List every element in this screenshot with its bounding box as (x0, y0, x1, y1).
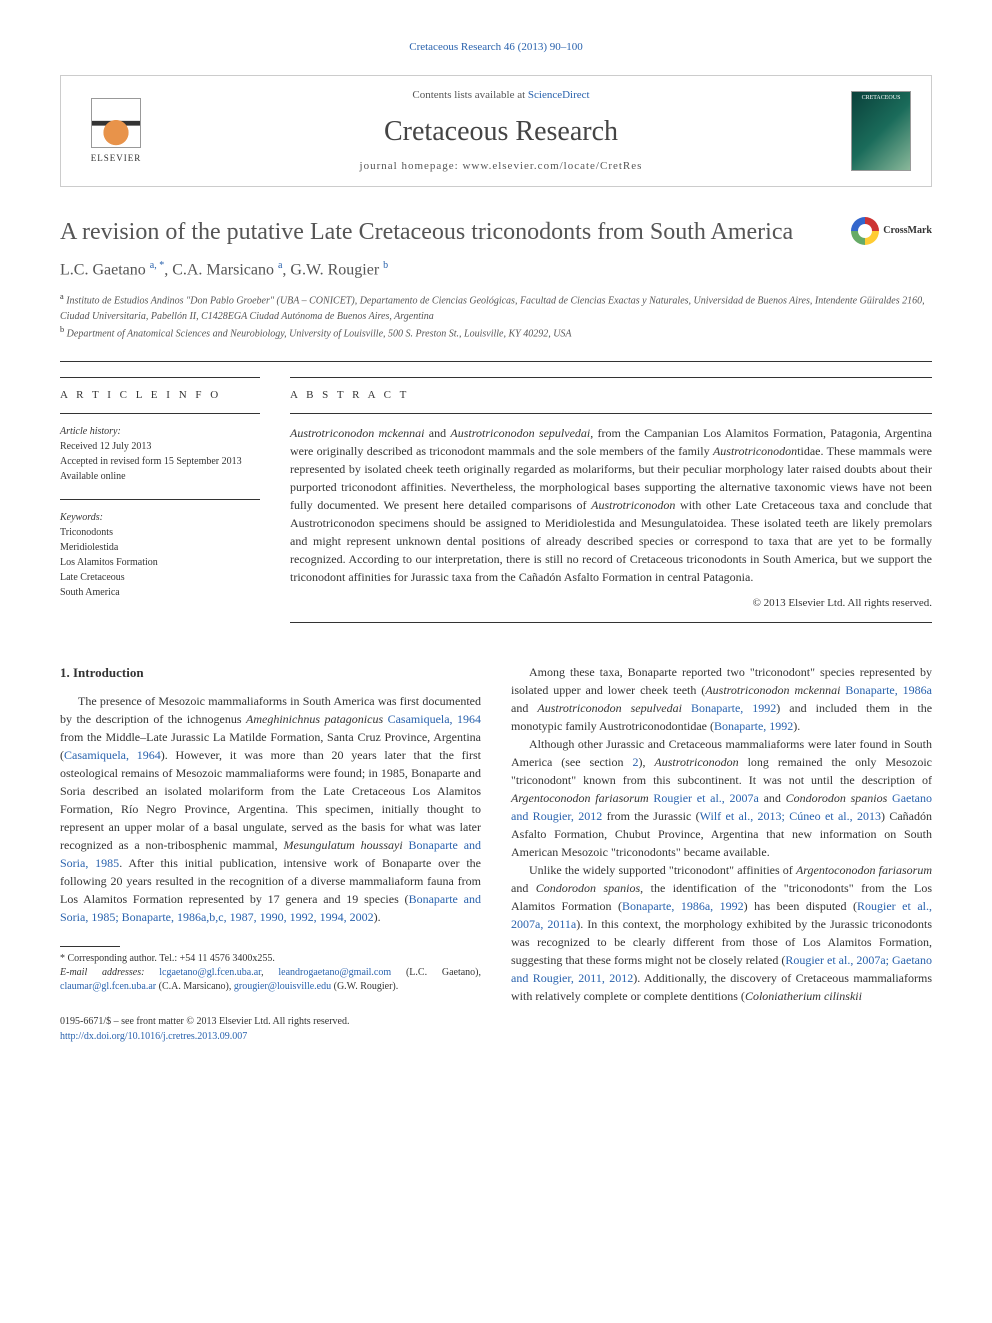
info-divider-1 (60, 377, 260, 378)
header-center: Contents lists available at ScienceDirec… (151, 88, 851, 174)
keywords-label: Keywords: (60, 510, 260, 525)
affiliation: a Instituto de Estudios Andinos "Don Pab… (60, 291, 932, 323)
section-heading: 1. Introduction (60, 663, 481, 683)
abstract-heading: A B S T R A C T (290, 388, 932, 403)
crossmark-text: CrossMark (883, 224, 932, 238)
body-paragraph: Although other Jurassic and Cretaceous m… (511, 735, 932, 861)
cover-label: CRETACEOUS (854, 94, 908, 102)
abstract: A B S T R A C T Austrotriconodon mckenna… (290, 377, 932, 633)
issn-line: 0195-6671/$ – see front matter © 2013 El… (60, 1014, 481, 1029)
elsevier-label: ELSEVIER (91, 152, 142, 165)
sciencedirect-link[interactable]: ScienceDirect (528, 89, 590, 101)
keyword: Triconodonts (60, 525, 260, 540)
info-abstract-row: A R T I C L E I N F O Article history: R… (60, 377, 932, 633)
keyword: South America (60, 585, 260, 600)
article-info-heading: A R T I C L E I N F O (60, 388, 260, 403)
journal-name: Cretaceous Research (151, 112, 851, 151)
body-paragraph: Among these taxa, Bonaparte reported two… (511, 663, 932, 735)
history-line: Available online (60, 469, 260, 484)
footnote-separator (60, 946, 120, 947)
body-paragraph: The presence of Mesozoic mammaliaforms i… (60, 692, 481, 926)
article-info: A R T I C L E I N F O Article history: R… (60, 377, 260, 633)
history-line: Received 12 July 2013 (60, 439, 260, 454)
divider-top (60, 361, 932, 362)
elsevier-logo[interactable]: ELSEVIER (81, 91, 151, 171)
body-paragraph: Unlike the widely supported "triconodont… (511, 861, 932, 1005)
column-left: 1. Introduction The presence of Mesozoic… (60, 663, 481, 1045)
abstract-divider-2 (290, 413, 932, 414)
crossmark-badge[interactable]: CrossMark (851, 217, 932, 245)
header-bar: Cretaceous Research 46 (2013) 90–100 (60, 40, 932, 55)
journal-cover-thumbnail[interactable]: CRETACEOUS (851, 91, 911, 171)
keyword: Los Alamitos Formation (60, 555, 260, 570)
info-divider-3 (60, 499, 260, 500)
header-box: ELSEVIER Contents lists available at Sci… (60, 75, 932, 187)
paper-title: A revision of the putative Late Cretaceo… (60, 217, 851, 248)
keyword: Late Cretaceous (60, 570, 260, 585)
email-link[interactable]: leandrogaetano@gmail.com (278, 967, 391, 978)
copyright: © 2013 Elsevier Ltd. All rights reserved… (290, 596, 932, 611)
email-link[interactable]: grougier@louisville.edu (234, 981, 331, 992)
footer: 0195-6671/$ – see front matter © 2013 El… (60, 1014, 481, 1044)
column-right: Among these taxa, Bonaparte reported two… (511, 663, 932, 1045)
abstract-text: Austrotriconodon mckennai and Austrotric… (290, 424, 932, 586)
email-link[interactable]: lcgaetano@gl.fcen.uba.ar (159, 967, 261, 978)
history-label: Article history: (60, 424, 260, 439)
affiliation: b Department of Anatomical Sciences and … (60, 324, 932, 341)
keywords-block: Keywords: TriconodontsMeridiolestidaLos … (60, 510, 260, 600)
contents-prefix: Contents lists available at (412, 89, 527, 101)
homepage-line: journal homepage: www.elsevier.com/locat… (151, 159, 851, 174)
abstract-divider-bottom (290, 622, 932, 623)
elsevier-tree-icon (91, 98, 141, 148)
journal-reference: Cretaceous Research 46 (2013) 90–100 (60, 40, 932, 55)
title-row: A revision of the putative Late Cretaceo… (60, 217, 932, 248)
email-addresses: E-mail addresses: lcgaetano@gl.fcen.uba.… (60, 966, 481, 994)
article-history: Article history: Received 12 July 2013Ac… (60, 424, 260, 484)
info-divider-2 (60, 413, 260, 414)
corresponding-author: * Corresponding author. Tel.: +54 11 457… (60, 952, 481, 966)
homepage-url[interactable]: www.elsevier.com/locate/CretRes (462, 160, 642, 172)
crossmark-icon (851, 217, 879, 245)
authors: L.C. Gaetano a, *, C.A. Marsicano a, G.W… (60, 259, 932, 282)
keyword: Meridiolestida (60, 540, 260, 555)
history-line: Accepted in revised form 15 September 20… (60, 454, 260, 469)
footnotes: * Corresponding author. Tel.: +54 11 457… (60, 952, 481, 994)
email-link[interactable]: claumar@gl.fcen.uba.ar (60, 981, 156, 992)
abstract-divider-top (290, 377, 932, 378)
contents-line: Contents lists available at ScienceDirec… (151, 88, 851, 103)
homepage-prefix: journal homepage: (360, 160, 463, 172)
doi-link[interactable]: http://dx.doi.org/10.1016/j.cretres.2013… (60, 1031, 247, 1042)
affiliations: a Instituto de Estudios Andinos "Don Pab… (60, 291, 932, 341)
body-columns: 1. Introduction The presence of Mesozoic… (60, 663, 932, 1045)
